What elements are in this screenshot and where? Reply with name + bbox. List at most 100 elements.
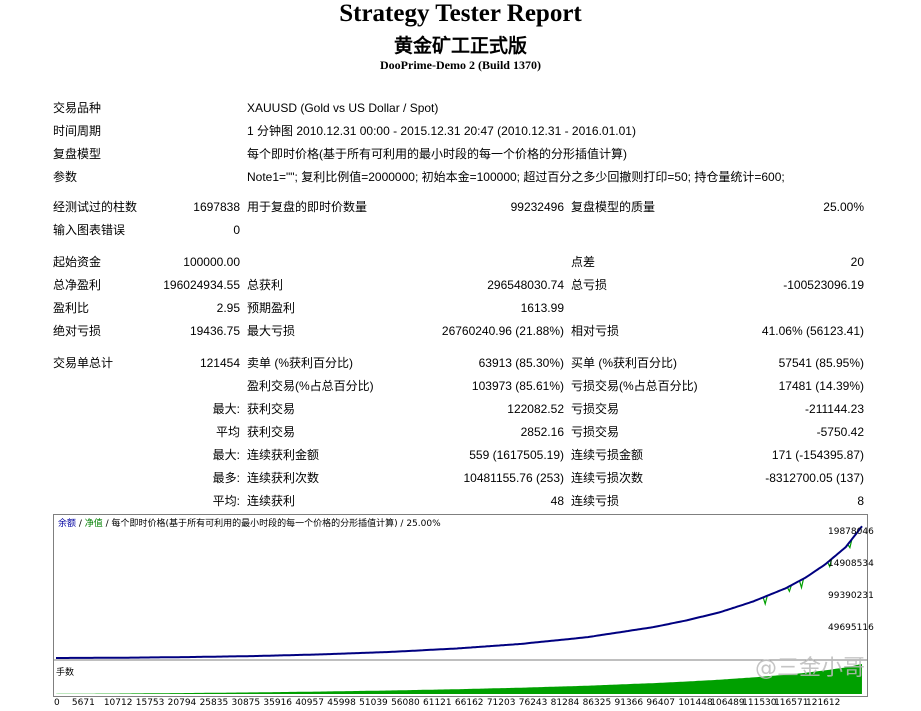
caption-balance: 余额 (58, 519, 77, 529)
average-profit-label: 获利交易 (247, 425, 296, 439)
loss-trades-value: 17481 (14.39%) (778, 379, 864, 393)
x-tick-label: 61121 (423, 698, 452, 708)
cons-wins-value: 559 (1617505.19) (469, 448, 564, 462)
model-label: 复盘模型 (53, 147, 102, 161)
loss-trades-label: 亏损交易(%占总百分比) (571, 379, 698, 393)
cons-profit-label: 连续获利次数 (247, 471, 320, 485)
x-tick-label: 66162 (454, 698, 484, 708)
cons-losses-label: 连续亏损金额 (571, 448, 644, 462)
avg-cons-wins-value: 48 (550, 494, 564, 508)
chart-caption: 余额 / 净值 / 每个即时价格(基于所有可利用的最小时段的每一个价格的分形插值… (58, 519, 441, 529)
avg-cons-wins-label: 连续获利 (247, 494, 296, 508)
period-label: 时间周期 (53, 124, 102, 138)
abs-drawdown-value: 19436.75 (189, 324, 240, 338)
most-prefix: 最多: (212, 471, 240, 485)
errors-value: 0 (233, 223, 240, 237)
gross-profit-value: 296548030.74 (487, 278, 564, 292)
profit-trades-label: 盈利交易(%占总百分比) (247, 379, 374, 393)
x-tick-label: 76243 (518, 698, 548, 708)
x-tick-label: 121612 (806, 698, 841, 708)
payoff-label: 预期盈利 (247, 301, 296, 315)
x-tick-label: 0 (54, 698, 60, 708)
x-tick-label: 35916 (263, 698, 293, 708)
total-trades-value: 121454 (199, 356, 240, 370)
x-tick-label: 81284 (550, 698, 580, 708)
max-drawdown-label: 最大亏损 (247, 324, 296, 338)
y-tick-label: 49695116 (828, 623, 874, 633)
caption-sep: / (76, 519, 85, 529)
rel-drawdown-value: 41.06% (56123.41) (761, 324, 864, 338)
net-profit-label: 总净盈利 (53, 278, 102, 292)
x-tick-label: 111530 (742, 698, 777, 708)
avg-cons-losses-label: 连续亏损 (571, 494, 620, 508)
payoff-value: 1613.99 (520, 301, 564, 315)
profit-factor-value: 2.95 (216, 301, 240, 315)
watermark: @三金小哥 (755, 656, 866, 681)
largest-loss-label: 亏损交易 (571, 402, 620, 416)
params-label: 参数 (53, 170, 78, 184)
x-tick-label: 101448 (678, 698, 713, 708)
caption-rest: / 每个即时价格(基于所有可利用的最小时段的每一个价格的分形插值计算) / 25… (102, 519, 441, 529)
profit-factor-label: 盈利比 (53, 301, 90, 315)
largest-loss-value: -211144.23 (805, 402, 864, 416)
average-profit-value: 2852.16 (520, 425, 564, 439)
balance-chart-svg (54, 525, 867, 694)
errors-label: 输入图表错误 (53, 223, 126, 237)
avg-prefix: 平均: (212, 494, 240, 508)
symbol-value: XAUUSD (Gold vs US Dollar / Spot) (247, 101, 439, 115)
avg-cons-losses-value: 8 (857, 494, 864, 508)
gross-profit-label: 总获利 (247, 278, 284, 292)
server-name: DooPrime-Demo 2 (Build 1370) (380, 58, 541, 72)
x-tick-label: 5671 (71, 698, 95, 708)
average-prefix: 平均 (215, 425, 240, 439)
bars-label: 经测试过的柱数 (53, 200, 138, 214)
spread-value: 20 (850, 255, 864, 269)
balance-line (56, 525, 863, 659)
x-tick-label: 40957 (295, 698, 324, 708)
volume-label: 手数 (56, 668, 75, 678)
short-trades-value: 63913 (85.30%) (478, 356, 564, 370)
cons-loss-label: 连续亏损次数 (571, 471, 644, 485)
largest-prefix: 最大: (212, 402, 240, 416)
long-trades-label: 买单 (%获利百分比) (571, 356, 677, 370)
x-tick-label: 20794 (167, 698, 197, 708)
max-drawdown-value: 26760240.96 (21.88%) (441, 324, 564, 338)
profit-trades-value: 103973 (85.61%) (471, 379, 564, 393)
caption-equity: 净值 (84, 519, 103, 529)
x-tick-label: 96407 (646, 698, 676, 708)
x-tick-label: 51039 (359, 698, 388, 708)
x-tick-label: 15753 (135, 698, 165, 708)
x-tick-label: 45998 (327, 698, 356, 708)
ticks-value: 99232496 (510, 200, 564, 214)
maximum-prefix: 最大: (212, 448, 240, 462)
equity-line (56, 525, 863, 659)
bars-value: 1697838 (193, 200, 240, 214)
x-tick-label: 116571 (774, 698, 809, 708)
average-loss-value: -5750.42 (816, 425, 864, 439)
cons-losses-value: 171 (-154395.87) (771, 448, 864, 462)
cons-profit-value: 10481155.76 (253) (463, 471, 564, 485)
deposit-label: 起始资金 (53, 255, 102, 269)
x-tick-label: 30875 (231, 698, 261, 708)
y-tick-label: 19878046 (828, 527, 874, 537)
x-tick-label: 106489 (710, 698, 745, 708)
gross-loss-label: 总亏损 (571, 278, 608, 292)
balance-chart: 余额 / 净值 / 每个即时价格(基于所有可利用的最小时段的每一个价格的分形插值… (53, 514, 868, 697)
short-trades-label: 卖单 (%获利百分比) (247, 356, 353, 370)
x-tick-label: 86325 (582, 698, 612, 708)
rel-drawdown-label: 相对亏损 (571, 324, 620, 338)
report-title: Strategy Tester Report (339, 0, 582, 27)
x-tick-label: 71203 (486, 698, 516, 708)
x-tick-label: 56080 (391, 698, 420, 708)
y-tick-label: 14908534 (828, 559, 874, 569)
quality-value: 25.00% (823, 200, 864, 214)
x-tick-label: 10712 (103, 698, 133, 708)
net-profit-value: 196024934.55 (163, 278, 240, 292)
largest-profit-value: 122082.52 (507, 402, 564, 416)
model-value: 每个即时价格(基于所有可利用的最小时段的每一个价格的分形插值计算) (247, 147, 627, 161)
params-value: Note1=""; 复利比例值=2000000; 初始本金=100000; 超过… (247, 170, 785, 184)
symbol-label: 交易品种 (53, 101, 102, 115)
cons-loss-value: -8312700.05 (137) (765, 471, 864, 485)
ea-name: 黄金矿工正式版 (393, 35, 527, 57)
x-tick-label: 25835 (199, 698, 229, 708)
